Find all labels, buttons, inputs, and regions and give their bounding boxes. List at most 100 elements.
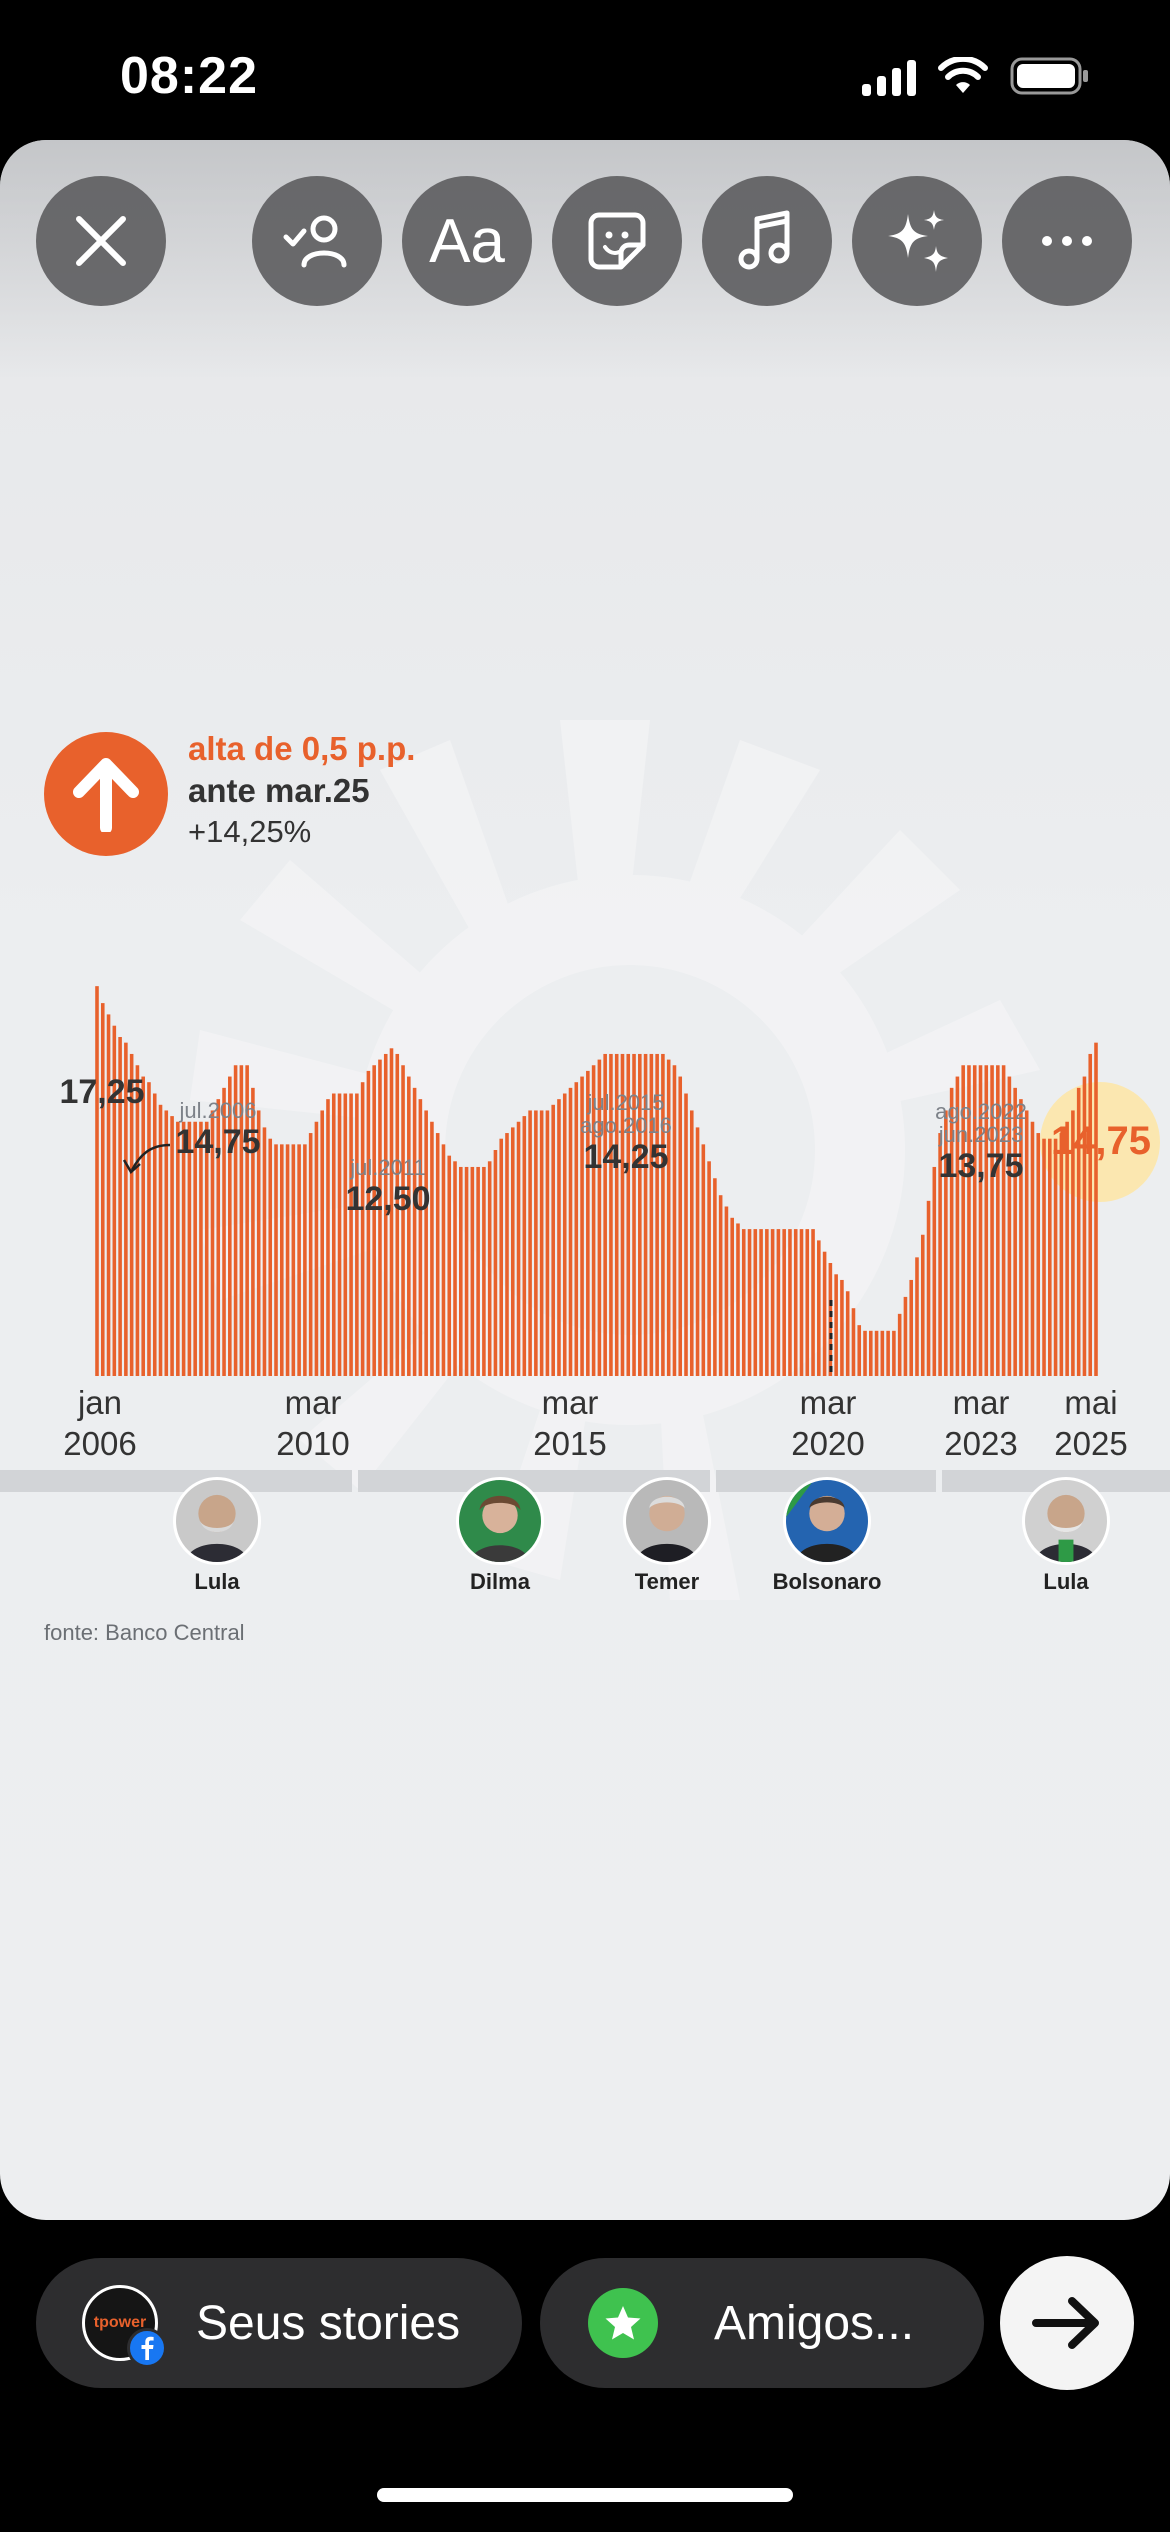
sticker-button[interactable] [552,176,682,306]
bar [262,1127,267,1376]
bar [759,1229,763,1376]
bar [684,1093,688,1376]
music-button[interactable] [702,176,832,306]
bar [788,1229,792,1376]
bar [597,1059,602,1376]
bar [412,1087,417,1376]
bolsonaro-avatar [783,1477,871,1565]
close-friends-button[interactable]: Amigos... [540,2258,984,2388]
bar [811,1229,815,1376]
effects-button[interactable] [852,176,982,306]
bar [210,1110,215,1376]
bar [805,1229,810,1376]
bar [1042,1138,1046,1376]
bar [834,1274,838,1376]
bar [643,1053,648,1376]
bar [453,1161,457,1376]
status-icons [862,56,1090,96]
bar [274,1144,278,1376]
x-tick-label: 2020 [791,1425,864,1460]
bar [378,1059,382,1376]
annotation-date: jul.2011 [349,1155,425,1180]
annotation-date: ago.2022 [935,1099,1027,1124]
bar [280,1144,284,1376]
bar [135,1065,140,1376]
bar [1082,1076,1087,1376]
bar [285,1144,290,1376]
bar [470,1166,475,1376]
bar [170,1116,174,1376]
more-icon [1042,236,1092,246]
bar [389,1048,394,1376]
x-tick-label: mar [285,1384,342,1421]
bar [603,1053,607,1376]
avatar-label: tpower [93,2314,147,2331]
bar [574,1082,579,1376]
tag-people-button[interactable] [252,176,382,306]
bar [516,1121,521,1376]
close-button[interactable] [36,176,166,306]
your-story-avatar: tpower [82,2285,167,2368]
bar [418,1099,423,1376]
x-tick-label: mai [1064,1384,1117,1421]
bar [459,1166,463,1376]
bar [949,1087,954,1376]
x-tick-label: 2006 [63,1425,136,1460]
bar [568,1087,573,1376]
bar [383,1053,388,1376]
bar [857,1325,862,1376]
bar [181,1121,186,1376]
bar [822,1251,827,1376]
annotation-value: 17,25 [59,1073,144,1111]
timeline-lula-1 [0,1470,352,1492]
annotation-value: 14,75 [175,1123,260,1161]
tag-people-icon [283,215,347,268]
bar [938,1133,942,1376]
annotation-value: 12,50 [345,1180,430,1218]
dilma-avatar [456,1477,544,1565]
bar [349,1093,353,1376]
bar [499,1138,504,1376]
bar [713,1178,717,1376]
bar [799,1229,804,1376]
bar [303,1144,307,1376]
annotation-value: 14,75 [1051,1119,1151,1163]
text-tool-button[interactable]: Aa [402,176,532,306]
temer-avatar [623,1477,711,1565]
bar [586,1070,590,1376]
bar [487,1161,492,1376]
x-tick-label: 2023 [944,1425,1017,1460]
bar [1007,1076,1012,1376]
bar [326,1099,330,1376]
your-story-label: Seus stories [196,2296,461,2350]
bar [591,1065,596,1376]
story-canvas[interactable]: Aa alta de 0,5 p.p. [0,140,1170,2220]
bar [505,1133,509,1376]
bar [366,1070,371,1376]
bar [395,1053,400,1376]
timeline-dilma [358,1470,710,1492]
bar [534,1110,538,1376]
annotation-value: 13,75 [938,1147,1023,1185]
bar [337,1093,342,1376]
bar [793,1229,798,1376]
more-options-button[interactable] [1002,176,1132,306]
bar [239,1065,244,1376]
bar [1036,1133,1041,1376]
x-tick-label: 2025 [1054,1425,1127,1460]
badge-headline: alta de 0,5 p.p. [188,730,416,767]
bar [730,1217,734,1376]
your-story-button[interactable]: tpower Seus stories [36,2258,522,2388]
bar [817,1240,821,1376]
increase-badge [44,732,168,856]
bar [897,1313,902,1376]
bar [291,1144,296,1376]
star-icon [605,2306,641,2340]
bar [978,1065,983,1376]
home-indicator[interactable] [377,2488,793,2502]
bar [1053,1138,1058,1376]
bar [632,1053,636,1376]
bar [996,1065,1000,1376]
badge-previous-rate: +14,25% [188,814,312,849]
share-next-button[interactable] [1000,2256,1134,2390]
